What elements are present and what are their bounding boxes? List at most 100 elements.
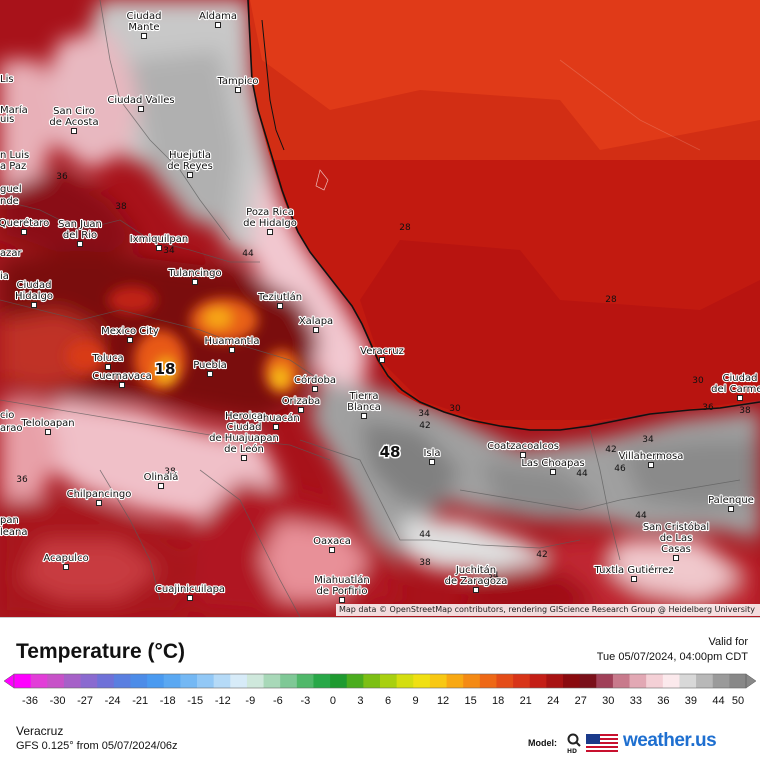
city-dot bbox=[63, 564, 69, 570]
city-label: Ciudad Hidalgo bbox=[15, 280, 53, 302]
city-label: Isla bbox=[423, 448, 440, 459]
extreme-value-label: 18 bbox=[155, 360, 176, 378]
city-label: Tehuacán bbox=[251, 412, 299, 424]
city-marker[interactable]: Puebla bbox=[192, 359, 228, 377]
isotherm-label: 34 bbox=[487, 571, 499, 581]
temperature-colorbar: -36 -30 -27 -24 -21 -18 -15 -12 -9 -6 -3 0 3 6 9 12 15 18… bbox=[3, 673, 757, 707]
city-label: Veracruz bbox=[360, 346, 404, 357]
isotherm-label: 44 bbox=[242, 249, 254, 259]
city-marker[interactable]: Veracruz bbox=[359, 345, 405, 363]
colorbar-cell bbox=[496, 674, 514, 688]
city-marker[interactable]: San Ciro de Acosta bbox=[48, 105, 100, 134]
city-dot bbox=[215, 22, 221, 28]
weather-us-logo[interactable]: weather.us bbox=[623, 730, 717, 751]
city-marker[interactable]: Huamantla bbox=[203, 335, 261, 353]
city-marker[interactable]: Toluca bbox=[90, 352, 125, 370]
city-marker[interactable]: Teziutlán bbox=[256, 290, 303, 309]
city-marker[interactable]: Aldama bbox=[198, 10, 238, 28]
city-marker[interactable]: Cuernavaca bbox=[91, 370, 153, 388]
city-marker[interactable]: San Cristóbal de Las Casas bbox=[642, 520, 710, 561]
city-marker[interactable]: Ciudad Mante bbox=[125, 10, 163, 39]
city-marker[interactable]: Orizaba bbox=[281, 395, 321, 413]
colorbar-cell bbox=[529, 674, 547, 688]
city-marker[interactable]: Ciudad Hidalgo bbox=[14, 279, 54, 308]
city-marker[interactable]: Ciudad Valles bbox=[106, 94, 176, 112]
city-label: Olinalá bbox=[144, 471, 179, 483]
city-dot bbox=[31, 302, 37, 308]
city-marker[interactable]: Palenque bbox=[707, 494, 755, 512]
city-dot bbox=[235, 87, 241, 93]
city-marker[interactable]: Tierra Blanca bbox=[346, 390, 382, 419]
isotherm-label: 44 bbox=[576, 469, 588, 479]
isotherm-label: 36 bbox=[56, 172, 68, 182]
colorbar-cell bbox=[213, 674, 231, 688]
city-dot bbox=[429, 459, 435, 465]
city-marker[interactable]: Coatzacoalcos bbox=[486, 440, 560, 458]
city-dot bbox=[737, 395, 743, 401]
colorbar-cell bbox=[662, 674, 680, 688]
city-label: Querétaro bbox=[0, 217, 49, 229]
valid-time: Tue 05/07/2024, 04:00pm CDT bbox=[596, 651, 748, 663]
city-marker[interactable]: Teloloapan bbox=[19, 417, 76, 435]
city-dot bbox=[277, 303, 283, 309]
city-label: Miahuatlán de Porfirio bbox=[314, 574, 370, 597]
temperature-map[interactable]: 36 38 28 44 34 28 30 36 38 34 30 42 34 42 46 44 38 36 44 44… bbox=[0, 0, 760, 617]
isotherm-label: 36 bbox=[702, 403, 714, 413]
edge-city-label: arao bbox=[0, 423, 23, 434]
isotherm-label: 38 bbox=[164, 467, 176, 477]
city-marker[interactable]: Xalapa bbox=[298, 315, 334, 333]
city-marker[interactable]: Heroica Ciudad de Huajuapan de León bbox=[208, 410, 280, 461]
legend-panel: Temperature (°C) Valid for Tue 05/07/202… bbox=[0, 617, 760, 761]
city-marker[interactable]: Ixmiquilpan bbox=[129, 233, 189, 251]
city-marker[interactable]: Tulancingo bbox=[166, 267, 223, 285]
isotherm-label: 38 bbox=[419, 558, 431, 568]
city-marker[interactable]: Juchitán de Zaragoza bbox=[444, 563, 508, 593]
city-marker[interactable]: Querétaro bbox=[0, 216, 50, 235]
city-label: San Juan del Rio bbox=[58, 219, 102, 241]
model-label: Model: bbox=[528, 738, 557, 748]
city-marker[interactable]: Villahermosa bbox=[618, 450, 684, 468]
city-marker[interactable]: Tuxtla Gutiérrez bbox=[592, 563, 675, 582]
city-label: Juchitán de Zaragoza bbox=[445, 564, 508, 587]
city-marker[interactable]: Miahuatlán de Porfirio bbox=[313, 573, 371, 603]
colorbar-tick-label: -9 bbox=[245, 695, 255, 707]
city-marker[interactable]: Las Choapas bbox=[520, 457, 586, 475]
city-dot bbox=[119, 382, 125, 388]
colorbar-cell bbox=[396, 674, 414, 688]
city-marker[interactable]: Cuajinicuilapa bbox=[154, 583, 226, 601]
city-marker[interactable]: Mexico City bbox=[100, 325, 160, 343]
city-label: Huejutla de Reyes bbox=[167, 150, 213, 172]
city-label: Ixmiquilpan bbox=[130, 234, 188, 245]
colorbar-tick-label: 9 bbox=[412, 695, 418, 707]
city-marker[interactable]: Oaxaca bbox=[312, 535, 352, 553]
colorbar-cell bbox=[696, 674, 714, 688]
magnifier-hd-icon[interactable]: HD bbox=[566, 732, 582, 754]
city-dot bbox=[141, 33, 147, 39]
city-marker[interactable]: Huejutla de Reyes bbox=[166, 149, 214, 178]
colorbar-min-arrow bbox=[3, 673, 15, 689]
colorbar-cell bbox=[446, 674, 464, 688]
colorbar-tick-label: 21 bbox=[520, 695, 532, 707]
edge-city-label: ia bbox=[0, 271, 9, 282]
city-marker[interactable]: Olinalá bbox=[142, 470, 180, 489]
city-marker[interactable]: Acapulco bbox=[42, 552, 90, 570]
colorbar-cell bbox=[97, 674, 115, 688]
city-dot bbox=[728, 506, 734, 512]
city-marker[interactable]: Tampico bbox=[215, 75, 260, 93]
city-label: Toluca bbox=[91, 353, 123, 364]
colorbar-cell bbox=[563, 674, 581, 688]
city-marker[interactable]: San Juan del Rio bbox=[57, 218, 103, 247]
city-marker[interactable]: Tehuacán bbox=[250, 411, 301, 430]
city-label: Tampico bbox=[216, 76, 258, 87]
city-dot bbox=[77, 241, 83, 247]
city-label: Cuajinicuilapa bbox=[155, 584, 225, 595]
colorbar-cell bbox=[429, 674, 447, 688]
city-marker[interactable]: Isla bbox=[422, 447, 442, 465]
city-marker[interactable]: Chilpancingo bbox=[66, 488, 132, 506]
colorbar-cell bbox=[513, 674, 531, 688]
city-marker[interactable]: Córdoba bbox=[293, 373, 337, 392]
city-dot bbox=[339, 597, 345, 603]
model-run-label: GFS 0.125° from 05/07/2024/06z bbox=[16, 740, 178, 752]
city-marker[interactable]: Poza Rica de Hidalgo bbox=[242, 206, 298, 235]
